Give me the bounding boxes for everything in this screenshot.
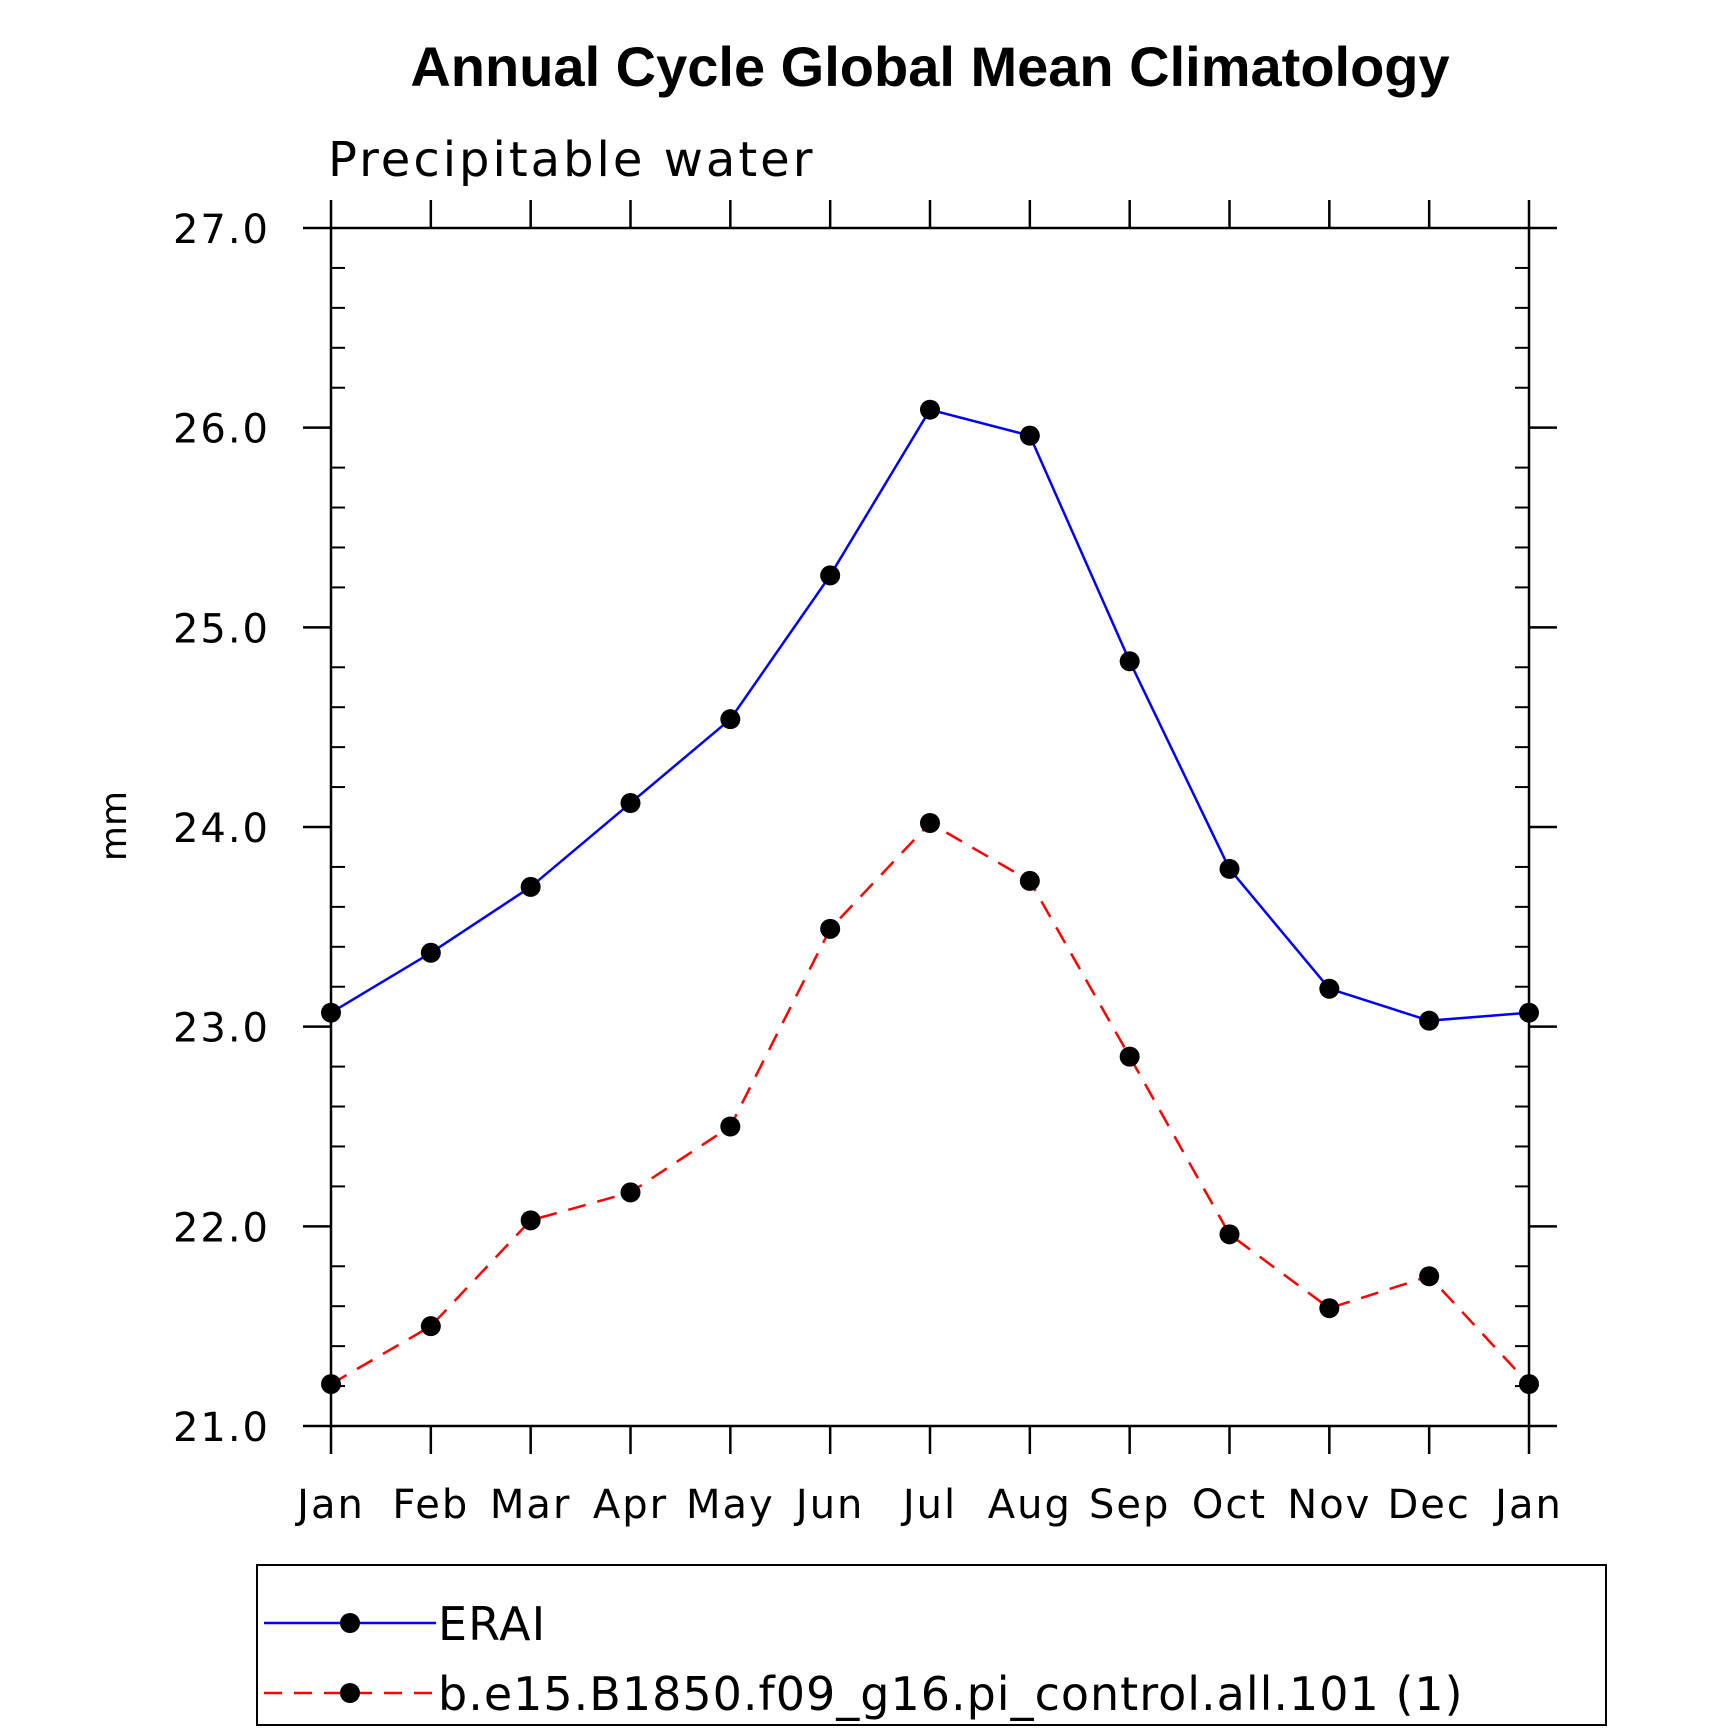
- y-axis-label: mm: [94, 791, 135, 861]
- series-0-point: [1319, 978, 1340, 999]
- series-0-point: [1119, 651, 1140, 672]
- y-tick-label: 22.0: [173, 1205, 270, 1251]
- series-1-point: [620, 1182, 641, 1203]
- y-tick-label: 24.0: [173, 806, 270, 852]
- series-0-point: [321, 1002, 341, 1023]
- x-tick-label: Jul: [900, 1482, 957, 1528]
- chart-subtitle: Precipitable water: [328, 132, 815, 188]
- series-1-point: [1019, 870, 1040, 891]
- x-tick-label: Jan: [1492, 1482, 1563, 1528]
- legend-box: [256, 1564, 1607, 1726]
- x-tick-label: Jun: [793, 1482, 865, 1528]
- series-1-point: [820, 918, 841, 939]
- x-tick-label: Aug: [988, 1482, 1072, 1528]
- x-tick-label: Jan: [294, 1482, 365, 1528]
- x-tick-label: Apr: [593, 1482, 668, 1528]
- series-0-point: [920, 399, 940, 420]
- chart-title: Annual Cycle Global Mean Climatology: [410, 35, 1449, 98]
- series-0-point: [520, 876, 541, 897]
- y-tick-label: 21.0: [173, 1405, 270, 1451]
- x-tick-label: Dec: [1387, 1482, 1470, 1528]
- series-1-point: [420, 1316, 441, 1337]
- series-1-point: [321, 1374, 341, 1395]
- x-tick-labels: Jan Feb Mar Apr May Jun Jul Aug Sep Oct Nov Dec Jan: [294, 1482, 1563, 1528]
- x-tick-label: Mar: [490, 1482, 571, 1528]
- series-1-point: [720, 1116, 741, 1137]
- y-tick-labels: 21.0 22.0 23.0 24.0 25.0 26.0 27.0: [173, 207, 270, 1451]
- x-tick-label: Nov: [1287, 1482, 1371, 1528]
- x-tick-label: Sep: [1089, 1482, 1170, 1528]
- series-1-point: [1519, 1374, 1539, 1395]
- series-line-0: [330, 408, 1530, 1022]
- y-tick-label: 26.0: [173, 407, 270, 453]
- legend-label-1: b.e15.B1850.f09_g16.pi_control.all.101 (…: [438, 1667, 1464, 1721]
- series-1-point: [1219, 1224, 1240, 1245]
- x-tick-label: Feb: [392, 1482, 469, 1528]
- x-tick-label: May: [686, 1482, 775, 1528]
- y-tick-label: 27.0: [173, 207, 270, 253]
- legend-marker-0: [340, 1613, 360, 1633]
- legend-entries: ERAI b.e15.B1850.f09_g16.pi_control.all.1…: [264, 1597, 1464, 1721]
- y-tick-label: 23.0: [173, 1006, 270, 1052]
- series-1-point: [920, 813, 940, 834]
- series-0-point: [1219, 858, 1240, 879]
- series-layer: [321, 399, 1539, 1395]
- series-1-point: [1419, 1266, 1440, 1287]
- legend-marker-1: [340, 1683, 360, 1703]
- series-0-point: [1019, 425, 1040, 446]
- series-1-point: [1119, 1046, 1140, 1067]
- series-0-point: [620, 793, 641, 814]
- y-tick-label: 25.0: [173, 606, 270, 652]
- legend: ERAI b.e15.B1850.f09_g16.pi_control.all.1…: [256, 1564, 1607, 1726]
- series-0-point: [420, 942, 441, 963]
- series-0-point: [1519, 1002, 1539, 1023]
- series-0-point: [1419, 1010, 1440, 1031]
- series-1-point: [520, 1210, 541, 1231]
- series-0-point: [720, 709, 741, 730]
- legend-label-0: ERAI: [438, 1597, 546, 1651]
- series-0-point: [820, 565, 841, 586]
- x-tick-label: Oct: [1192, 1482, 1267, 1528]
- series-line-1: [330, 821, 1530, 1386]
- series-1-point: [1319, 1298, 1340, 1319]
- axis-ticks: [303, 200, 1557, 1454]
